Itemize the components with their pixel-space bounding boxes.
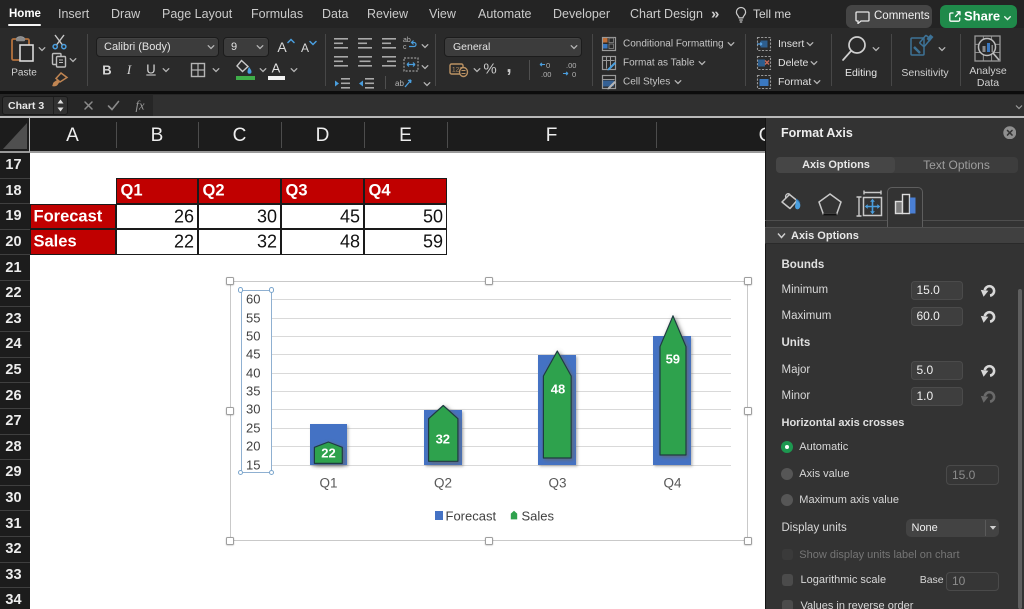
svg-text:.00: .00 [541,70,551,79]
svg-text:c: c [403,44,407,50]
svg-text:0: 0 [546,61,550,70]
svg-text:ab: ab [395,79,404,88]
svg-text:0: 0 [572,70,576,79]
svg-text:123: 123 [452,67,463,74]
svg-text:.00: .00 [566,61,576,70]
svg-text:ab: ab [403,37,411,44]
